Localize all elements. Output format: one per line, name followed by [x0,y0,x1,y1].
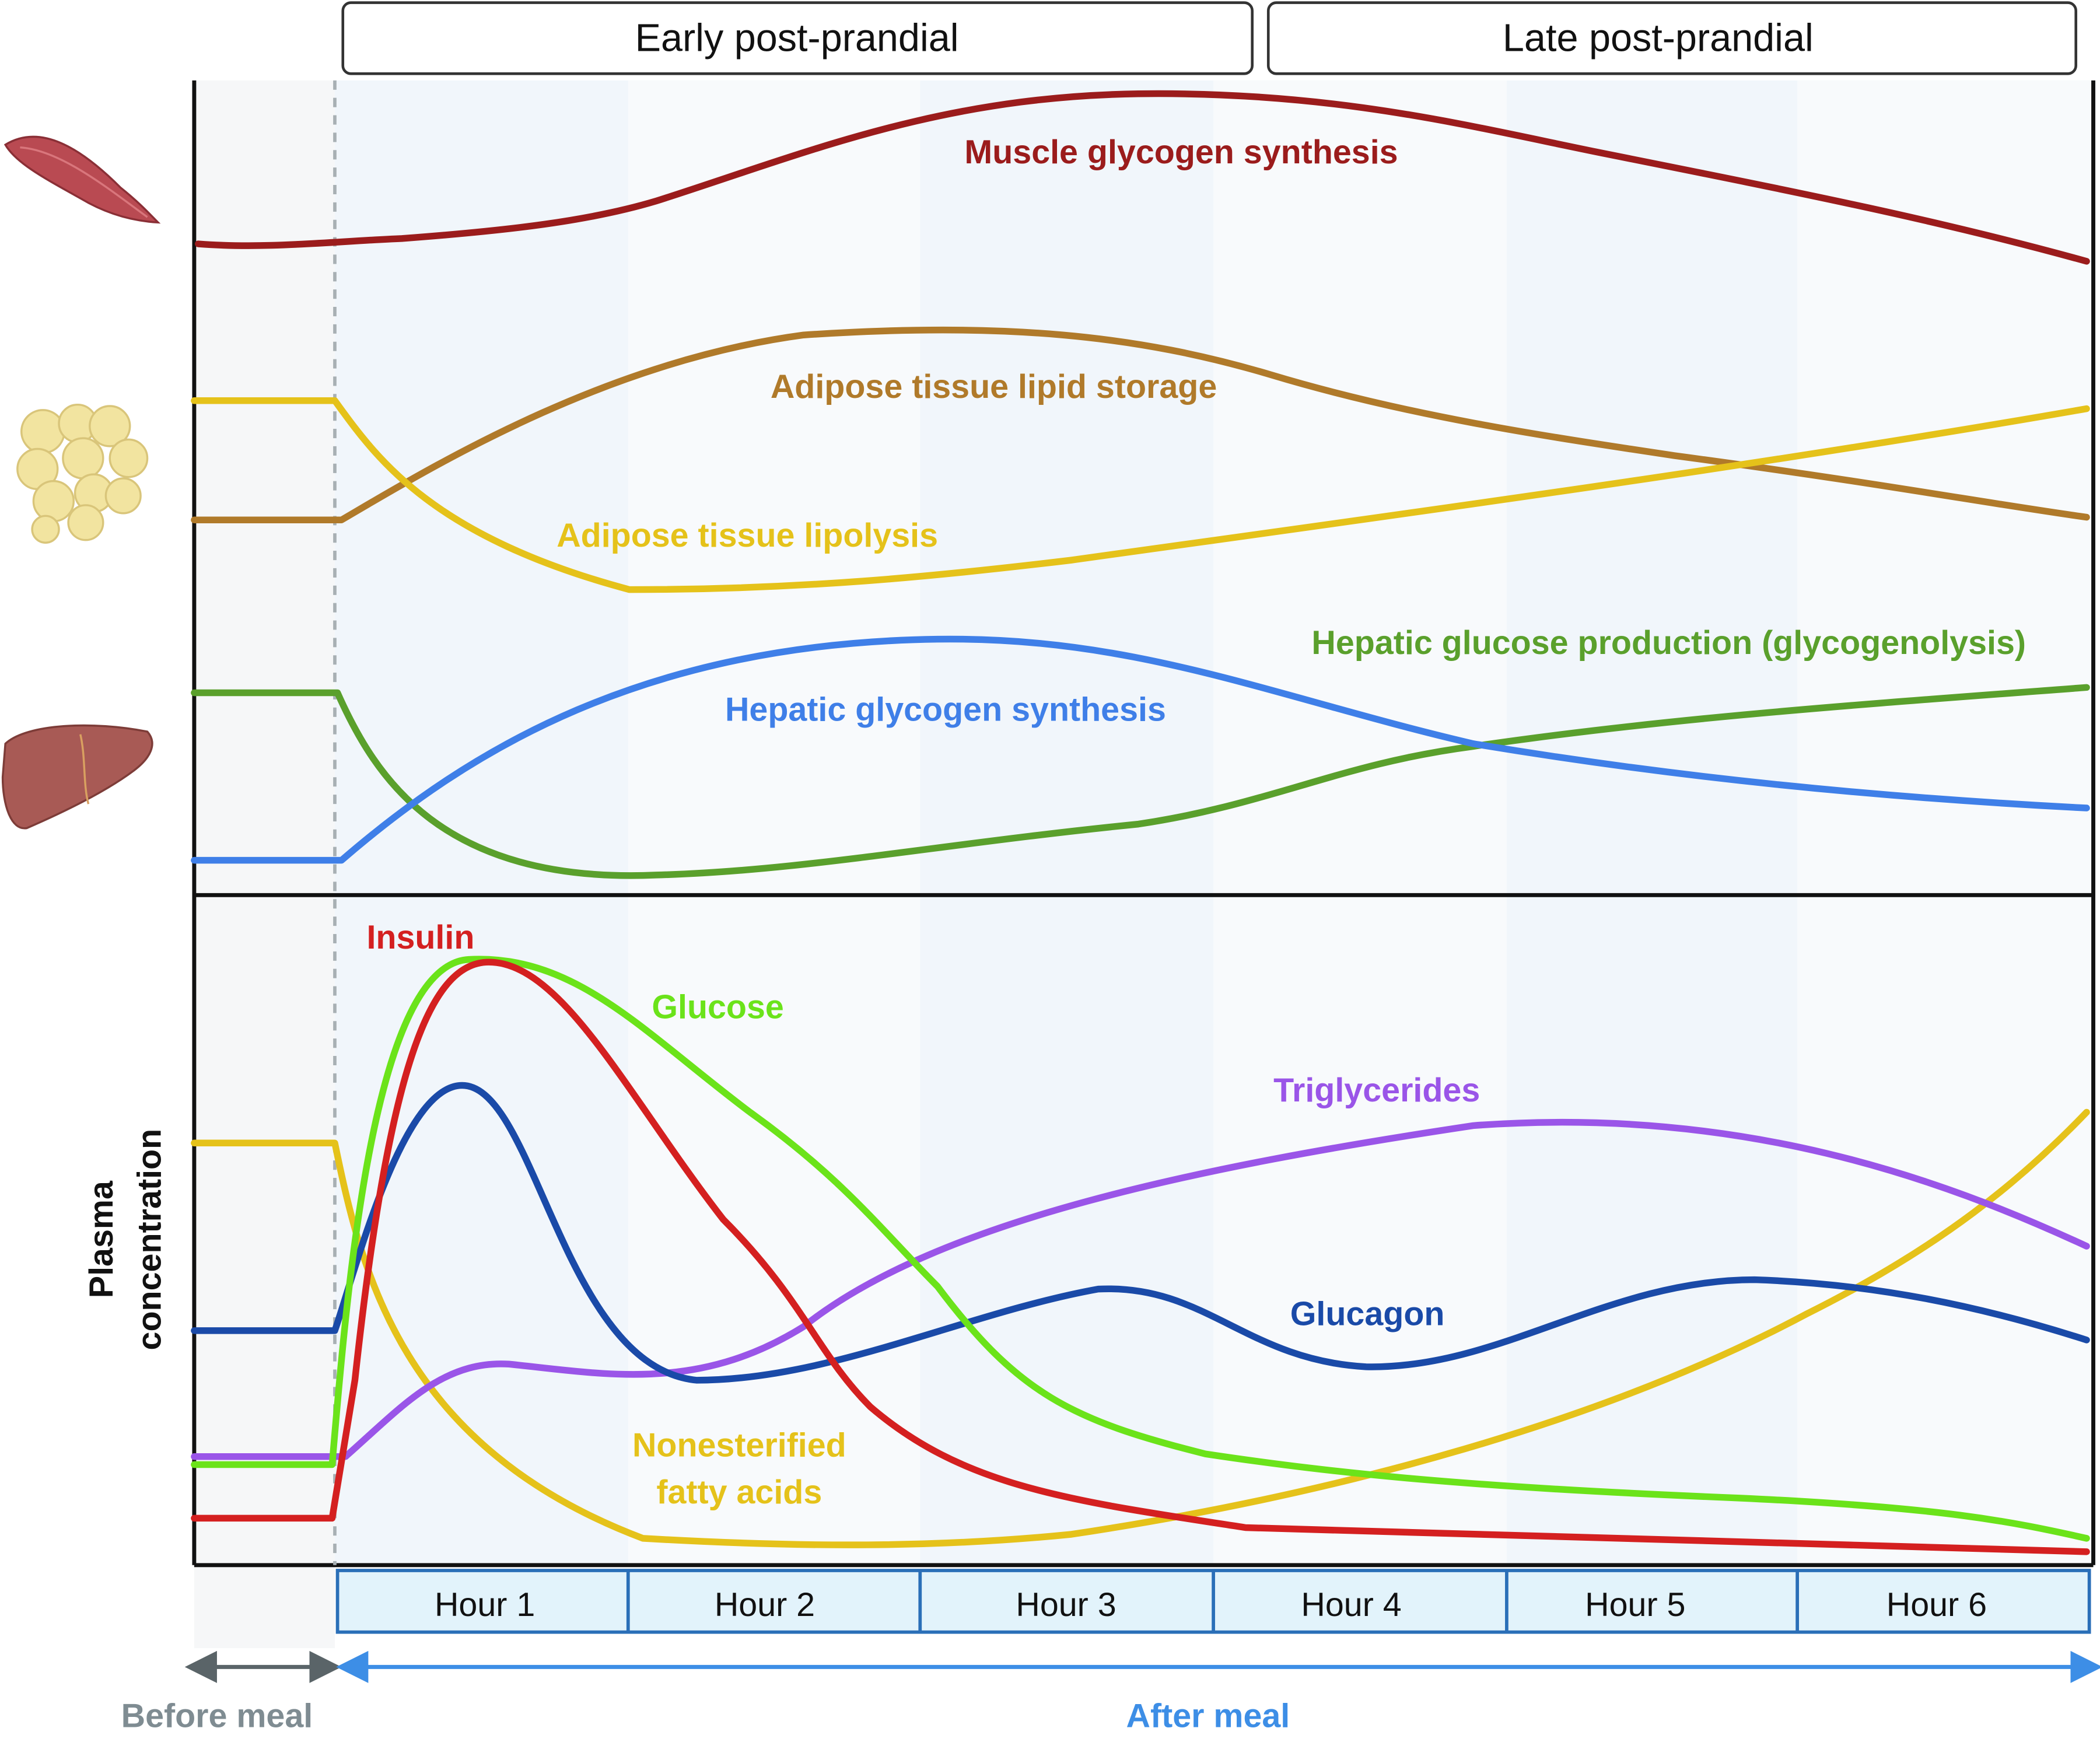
curve-label: fatty acids [656,1474,822,1511]
before-shade [194,80,335,1649]
curve [191,959,2090,1555]
curve-label: Nonesterified [632,1427,846,1464]
curve [191,1108,2090,1548]
phase-label: Late post-prandial [1503,16,1814,60]
hour-label: Hour 6 [1887,1586,1987,1624]
stripe [1797,80,2094,1565]
curve-label: Hepatic glycogen synthesis [725,691,1166,729]
adipose-icon [16,403,149,544]
curve [191,956,2090,1542]
curve [191,1082,2090,1384]
curve-label: Triglycerides [1273,1072,1480,1109]
stripe [1213,80,1507,1565]
timeline-label: Before meal [121,1698,313,1735]
curve-label: Hepatic glucose production (glycogenolys… [1311,624,2026,662]
axis-label: Plasma [83,1180,120,1298]
curve [195,90,2090,265]
curve [191,1118,2090,1460]
phase-box [1266,1,2077,75]
curve [191,326,2090,523]
phase-box [341,1,1254,75]
phase-label: Early post-prandial [635,16,959,60]
hour-label: Hour 2 [715,1586,815,1624]
curve [191,635,2090,864]
curve [191,684,2090,879]
liver-icon [1,724,153,830]
curve-label: Adipose tissue lipolysis [556,517,938,554]
curve-label: Insulin [366,919,474,956]
hour-row: Hour 1 Hour 2 Hour 3 Hour 4 Hour 5 Hour … [335,1569,2091,1634]
timeline-label: After meal [1126,1698,1290,1735]
curve-label: Muscle glycogen synthesis [964,134,1398,171]
curve-label: Glucose [652,989,783,1026]
hour-label: Hour 3 [1016,1586,1116,1624]
axis-label: concentration [131,1129,169,1351]
hour-label: Hour 4 [1301,1586,1401,1624]
hour-label: Hour 5 [1585,1586,1685,1624]
curve-label: Adipose tissue lipid storage [771,368,1217,405]
hour-label: Hour 1 [435,1586,535,1624]
curve [191,397,2090,593]
curve-label: Glucagon [1290,1296,1445,1333]
stripe [628,80,921,1565]
muscle-icon [4,135,161,224]
